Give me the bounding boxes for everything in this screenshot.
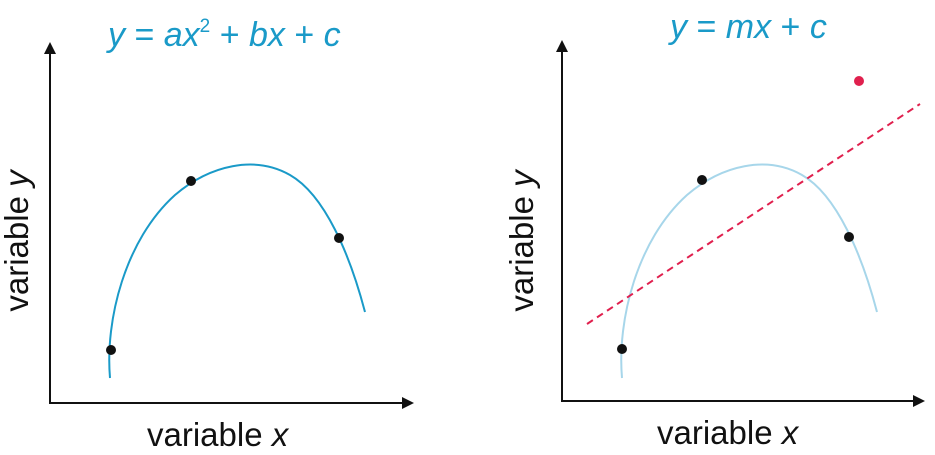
y-axis-label: variable y <box>0 170 35 312</box>
quadratic-curve <box>108 163 366 379</box>
quadratic-plot <box>44 42 414 409</box>
linear-equation-title: y = mx + c <box>670 8 827 46</box>
quadratic-equation-title: y = ax2 + bx + c <box>108 16 341 54</box>
faded-quadratic-curve <box>620 163 878 379</box>
linear-plot <box>556 40 925 407</box>
linear-fit-line <box>586 103 921 325</box>
data-point <box>617 344 627 354</box>
panel-quadratic: y = ax2 + bx + c variable y variable x <box>0 0 460 455</box>
y-axis-label: variable y <box>503 170 540 312</box>
outlier-point <box>854 76 864 86</box>
data-point <box>844 232 854 242</box>
data-point <box>186 176 196 186</box>
data-point <box>697 175 707 185</box>
data-point <box>334 233 344 243</box>
x-axis-label: variable x <box>147 416 289 453</box>
data-point <box>106 345 116 355</box>
panel-linear: y = mx + c variable y variable x <box>503 0 935 455</box>
x-axis-label: variable x <box>657 414 799 451</box>
